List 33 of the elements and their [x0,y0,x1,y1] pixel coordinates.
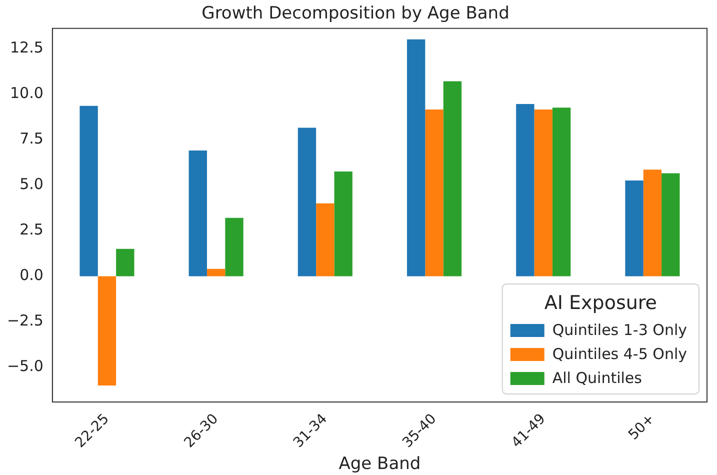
bar [225,218,244,276]
legend-label: All Quintiles [552,368,642,387]
bar [552,108,571,276]
bar [80,106,98,276]
y-tick-label: 2.5 [20,220,44,239]
bar [662,173,680,276]
bar [406,39,426,276]
y-tick-label: −5.0 [6,357,44,376]
legend-label: Quintiles 1-3 Only [552,320,688,339]
y-tick-label: 0.0 [20,266,44,284]
bar [188,150,207,276]
legend-label: Quintiles 4-5 Only [552,344,688,363]
bar [443,81,462,276]
bar [98,276,116,386]
bar [116,248,134,276]
y-tick-label: 12.5 [10,38,44,56]
legend-title: AI Exposure [544,292,657,314]
y-tick-label: 10.0 [10,84,44,102]
y-tick-label: 7.5 [20,129,44,148]
bar [643,170,662,276]
bar [316,203,334,276]
chart-title: Growth Decomposition by Age Band [202,4,510,24]
bar [516,104,534,276]
x-tick-label: 50+ [626,410,658,444]
bar [534,109,552,276]
bar [334,171,352,276]
bar [625,180,644,276]
bar [206,268,226,276]
x-axis-title: Age Band [338,454,421,474]
bar [298,128,316,276]
bar [425,109,444,276]
y-tick-label: 5.0 [20,175,44,193]
y-tick-label: −2.5 [6,312,44,330]
